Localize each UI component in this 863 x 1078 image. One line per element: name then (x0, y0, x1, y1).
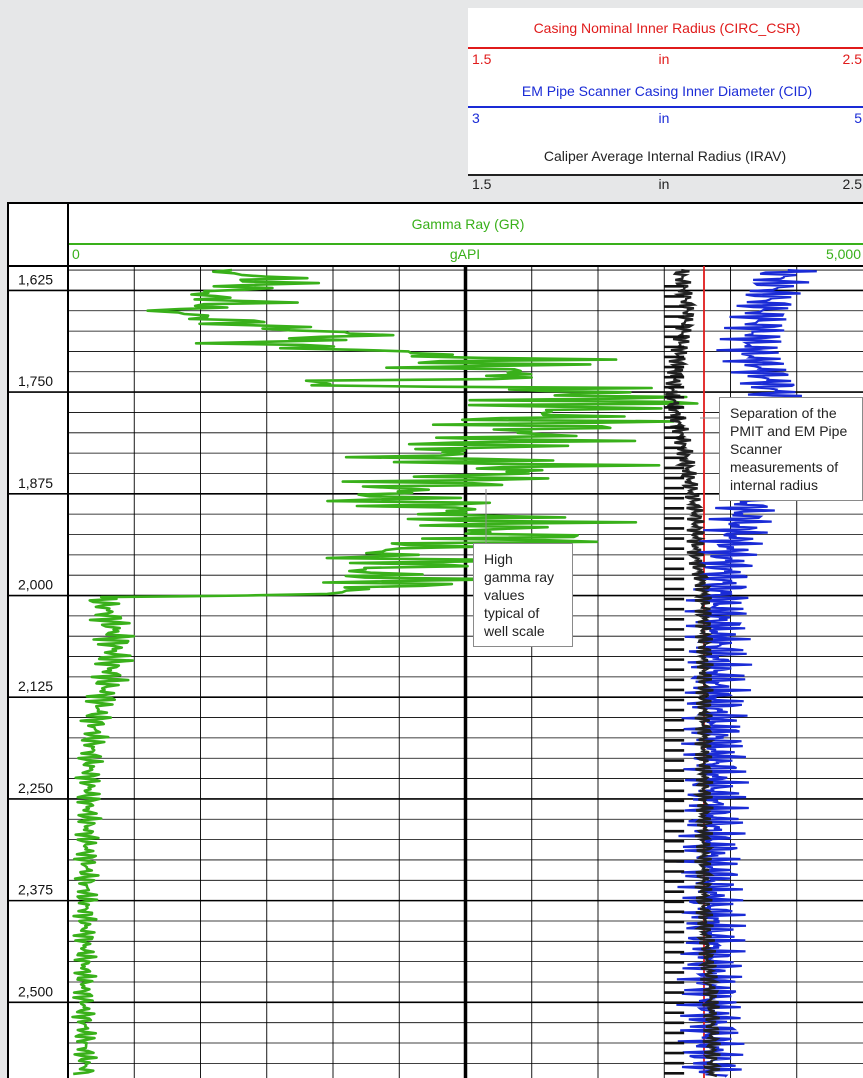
gamma-ray-min: 0 (72, 246, 80, 262)
em-pipe-scanner-min: 3 (472, 110, 480, 126)
em-pipe-scanner-unit: in (658, 110, 670, 126)
depth-label: 2,250 (18, 780, 53, 796)
depth-label: 2,125 (18, 678, 53, 694)
em-pipe-scanner-scale-line (468, 106, 863, 108)
depth-label: 2,375 (18, 882, 53, 898)
caliper-unit: in (658, 176, 670, 192)
casing-nominal-max: 2.5 (842, 51, 862, 67)
caliper-max: 2.5 (842, 176, 862, 192)
em-pipe-scanner-curve (676, 269, 817, 1078)
casing-nominal-scale-line (468, 47, 863, 49)
casing-nominal-title: Casing Nominal Inner Radius (CIRC_CSR) (533, 20, 801, 36)
gamma-ray-unit: gAPI (449, 246, 481, 262)
casing-nominal-min: 1.5 (472, 51, 492, 67)
radius-curves-header (468, 8, 863, 176)
depth-label: 1,625 (18, 271, 53, 287)
caliper-title: Caliper Average Internal Radius (IRAV) (543, 148, 787, 164)
caliper-scale-line (468, 174, 863, 176)
depth-label: 1,875 (18, 475, 53, 491)
gamma-ray-annotation: High gamma ray values typical of well sc… (473, 543, 573, 647)
casing-nominal-unit: in (658, 51, 670, 67)
gamma-ray-max: 5,000 (825, 246, 861, 262)
gamma-ray-curve (71, 268, 699, 1076)
em-pipe-scanner-title: EM Pipe Scanner Casing Inner Diameter (C… (521, 83, 813, 99)
em-pipe-scanner-max: 5 (854, 110, 862, 126)
depth-label: 2,000 (18, 577, 53, 593)
caliper-min: 1.5 (472, 176, 492, 192)
gamma-ray-title: Gamma Ray (GR) (411, 216, 525, 232)
depth-label: 1,750 (18, 373, 53, 389)
depth-label: 2,500 (18, 983, 53, 999)
separation-annotation: Separation of the PMIT and EM Pipe Scann… (719, 397, 863, 501)
caliper-curve (665, 268, 723, 1078)
gamma-ray-scale-line (68, 243, 863, 245)
